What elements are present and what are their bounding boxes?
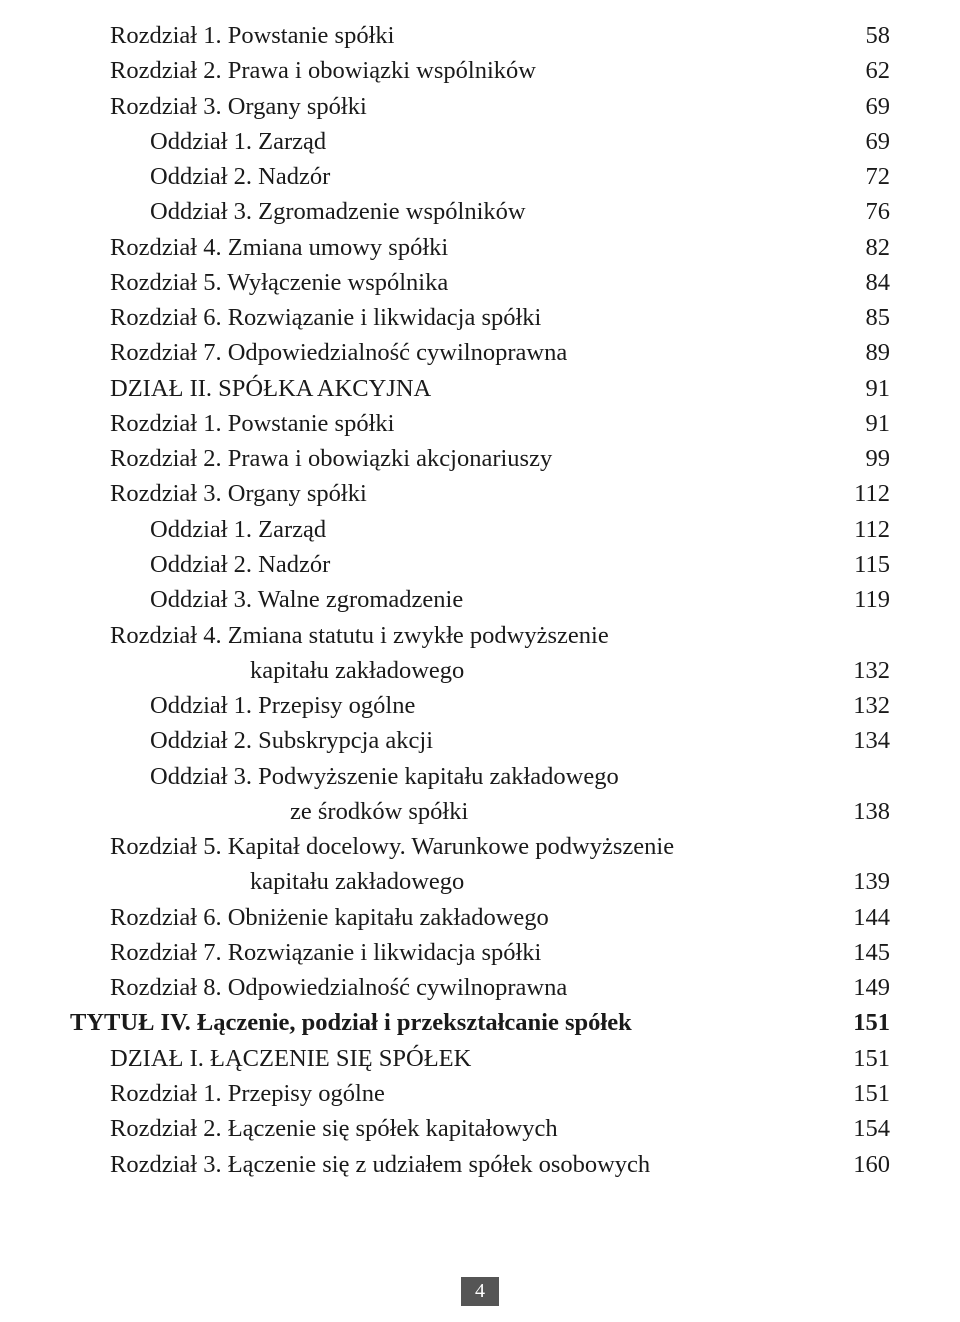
toc-entry-page: 72 — [866, 159, 891, 194]
toc-entry-label: Rozdział 3. Organy spółki — [110, 476, 367, 511]
toc-entry-label: Rozdział 7. Odpowiedzialność cywilnopraw… — [110, 335, 567, 370]
toc-entry-page: 82 — [866, 230, 891, 265]
toc-entry-label: Rozdział 2. Łączenie się spółek kapitało… — [110, 1111, 558, 1146]
toc-entry-page: 151 — [853, 1041, 890, 1076]
toc-entry: Oddział 2. Subskrypcja akcji 134 — [70, 723, 890, 758]
toc-entry: Oddział 1. Przepisy ogólne 132 — [70, 688, 890, 723]
toc-entry-label: Rozdział 5. Kapitał docelowy. Warunkowe … — [110, 829, 674, 864]
toc-entry-page: 145 — [853, 935, 890, 970]
toc-entry-page: 76 — [866, 194, 891, 229]
toc-entry-page: 151 — [853, 1076, 890, 1111]
toc-entry-label: kapitału zakładowego — [250, 864, 464, 899]
toc-entry: Rozdział 1. Powstanie spółki 58 — [70, 18, 890, 53]
toc-entry-page: 84 — [866, 265, 891, 300]
toc-entry-label: Oddział 3. Walne zgromadzenie — [150, 582, 463, 617]
toc-entry-page: 139 — [853, 864, 890, 899]
toc-entry-label: DZIAŁ I. ŁĄCZENIE SIĘ SPÓŁEK — [110, 1041, 471, 1076]
toc-entry: Oddział 1. Zarząd 112 — [70, 512, 890, 547]
toc-entry: DZIAŁ II. SPÓŁKA AKCYJNA 91 — [70, 371, 890, 406]
toc-entry-page: 149 — [853, 970, 890, 1005]
toc-entry: Rozdział 1. Powstanie spółki 91 — [70, 406, 890, 441]
toc-entry: Rozdział 4. Zmiana statutu i zwykłe podw… — [70, 618, 890, 653]
toc-entry-label: Rozdział 1. Przepisy ogólne — [110, 1076, 385, 1111]
toc-entry-label: Oddział 1. Zarząd — [150, 512, 326, 547]
toc-entry: TYTUŁ IV. Łączenie, podział i przekształ… — [70, 1005, 890, 1040]
page-number-badge: 4 — [461, 1277, 499, 1306]
toc-entry: Rozdział 3. Organy spółki 69 — [70, 89, 890, 124]
toc-entry-label: kapitału zakładowego — [250, 653, 464, 688]
page-number: 4 — [475, 1280, 485, 1302]
toc-entry-page: 62 — [866, 53, 891, 88]
toc-entry: Rozdział 3. Organy spółki 112 — [70, 476, 890, 511]
toc-entry-page: 132 — [853, 653, 890, 688]
toc-entry-label: Oddział 2. Nadzór — [150, 547, 330, 582]
toc-entry: Rozdział 1. Przepisy ogólne 151 — [70, 1076, 890, 1111]
toc-entry: Rozdział 7. Rozwiązanie i likwidacja spó… — [70, 935, 890, 970]
toc-entry-page: 144 — [853, 900, 890, 935]
toc-entry: kapitału zakładowego 132 — [70, 653, 890, 688]
toc-entry: Oddział 1. Zarząd 69 — [70, 124, 890, 159]
toc-entry: Rozdział 5. Kapitał docelowy. Warunkowe … — [70, 829, 890, 864]
toc-entry-label: Oddział 3. Zgromadzenie wspólników — [150, 194, 526, 229]
toc-entry-page: 69 — [866, 124, 891, 159]
toc-entry-page: 58 — [866, 18, 891, 53]
toc-entry-label: Oddział 3. Podwyższenie kapitału zakłado… — [150, 759, 619, 794]
toc-entry-page: 132 — [853, 688, 890, 723]
toc-entry-label: Rozdział 3. Organy spółki — [110, 89, 367, 124]
toc-entry: Oddział 2. Nadzór 72 — [70, 159, 890, 194]
toc-entry: Rozdział 6. Rozwiązanie i likwidacja spó… — [70, 300, 890, 335]
toc-entry-page: 138 — [853, 794, 890, 829]
toc-entry-label: Rozdział 5. Wyłączenie wspólnika — [110, 265, 448, 300]
toc-entry-page: 91 — [866, 406, 891, 441]
toc-entry-label: Rozdział 1. Powstanie spółki — [110, 18, 394, 53]
toc-entry-page: 85 — [866, 300, 891, 335]
toc-entry: Rozdział 7. Odpowiedzialność cywilnopraw… — [70, 335, 890, 370]
toc-entry-page: 112 — [854, 512, 890, 547]
toc-entry: Rozdział 8. Odpowiedzialność cywilnopraw… — [70, 970, 890, 1005]
toc-entry-label: ze środków spółki — [290, 794, 468, 829]
toc-entry: kapitału zakładowego 139 — [70, 864, 890, 899]
toc-entry: Rozdział 6. Obniżenie kapitału zakładowe… — [70, 900, 890, 935]
toc-entry: Rozdział 4. Zmiana umowy spółki 82 — [70, 230, 890, 265]
toc-entry-page: 115 — [854, 547, 890, 582]
toc-entry-label: Rozdział 3. Łączenie się z udziałem spół… — [110, 1147, 650, 1182]
toc-entry-label: Oddział 1. Przepisy ogólne — [150, 688, 415, 723]
toc-entry-page: 99 — [866, 441, 891, 476]
toc-entry-label: Rozdział 1. Powstanie spółki — [110, 406, 394, 441]
toc-entry-page: 69 — [866, 89, 891, 124]
toc-entry: Oddział 3. Walne zgromadzenie 119 — [70, 582, 890, 617]
toc-entry-label: Oddział 2. Nadzór — [150, 159, 330, 194]
toc-entry: Oddział 3. Podwyższenie kapitału zakłado… — [70, 759, 890, 794]
toc-entry: ze środków spółki 138 — [70, 794, 890, 829]
toc-entry-page: 134 — [853, 723, 890, 758]
toc-entry: Oddział 2. Nadzór 115 — [70, 547, 890, 582]
toc-entry-label: TYTUŁ IV. Łączenie, podział i przekształ… — [70, 1005, 632, 1040]
toc-entry-label: Oddział 2. Subskrypcja akcji — [150, 723, 433, 758]
toc-entry-label: DZIAŁ II. SPÓŁKA AKCYJNA — [110, 371, 431, 406]
toc-entry-page: 151 — [853, 1005, 890, 1040]
table-of-contents: Rozdział 1. Powstanie spółki58Rozdział 2… — [70, 18, 890, 1182]
toc-entry-page: 89 — [866, 335, 891, 370]
toc-entry-page: 119 — [854, 582, 890, 617]
toc-entry-label: Rozdział 2. Prawa i obowiązki akcjonariu… — [110, 441, 552, 476]
toc-entry-page: 112 — [854, 476, 890, 511]
toc-entry-label: Rozdział 4. Zmiana umowy spółki — [110, 230, 448, 265]
toc-entry: Rozdział 5. Wyłączenie wspólnika 84 — [70, 265, 890, 300]
toc-entry: DZIAŁ I. ŁĄCZENIE SIĘ SPÓŁEK 151 — [70, 1041, 890, 1076]
toc-entry-page: 160 — [853, 1147, 890, 1182]
toc-entry: Rozdział 2. Prawa i obowiązki akcjonariu… — [70, 441, 890, 476]
toc-entry-label: Rozdział 4. Zmiana statutu i zwykłe podw… — [110, 618, 609, 653]
toc-entry-label: Oddział 1. Zarząd — [150, 124, 326, 159]
toc-entry: Oddział 3. Zgromadzenie wspólników 76 — [70, 194, 890, 229]
toc-entry-label: Rozdział 6. Rozwiązanie i likwidacja spó… — [110, 300, 541, 335]
toc-entry-page: 91 — [866, 371, 891, 406]
toc-entry-label: Rozdział 6. Obniżenie kapitału zakładowe… — [110, 900, 549, 935]
toc-entry: Rozdział 3. Łączenie się z udziałem spół… — [70, 1147, 890, 1182]
toc-entry: Rozdział 2. Łączenie się spółek kapitało… — [70, 1111, 890, 1146]
toc-entry-label: Rozdział 2. Prawa i obowiązki wspólników — [110, 53, 536, 88]
toc-entry-label: Rozdział 7. Rozwiązanie i likwidacja spó… — [110, 935, 541, 970]
toc-entry: Rozdział 2. Prawa i obowiązki wspólników… — [70, 53, 890, 88]
toc-entry-label: Rozdział 8. Odpowiedzialność cywilnopraw… — [110, 970, 567, 1005]
toc-entry-page: 154 — [853, 1111, 890, 1146]
